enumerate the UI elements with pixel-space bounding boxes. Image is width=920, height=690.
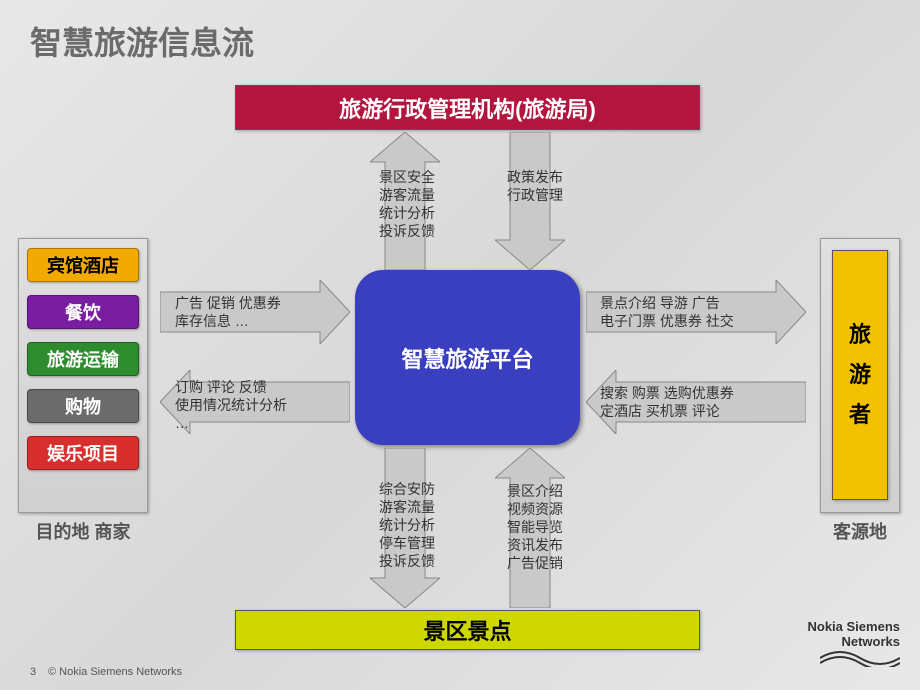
logo-line1: Nokia Siemens: [808, 619, 901, 634]
left-panel-label: 目的地 商家: [18, 518, 148, 544]
logo-wave-icon: [820, 649, 900, 667]
arrow-up-admin-label: 景区安全 游客流量 统计分析 投诉反馈: [352, 168, 462, 240]
category-entertainment: 娱乐项目: [27, 436, 139, 470]
logo-line2: Networks: [808, 634, 901, 649]
top-entity-label: 旅游行政管理机构(旅游局): [339, 92, 596, 124]
traveler-box: 旅 游 者: [832, 250, 888, 500]
page-title: 智慧旅游信息流: [30, 18, 254, 64]
nokia-siemens-logo: Nokia Siemens Networks: [808, 619, 901, 672]
category-transport: 旅游运输: [27, 342, 139, 376]
arrow-up-scenic-label: 景区介绍 视频资源 智能导览 资讯发布 广告促销: [485, 482, 585, 572]
bottom-entity-label: 景区景点: [423, 614, 511, 646]
footer-pagenum: 3: [30, 666, 36, 678]
center-label: 智慧旅游平台: [401, 342, 533, 374]
category-shopping: 购物: [27, 389, 139, 423]
arrow-left-in-label: 广告 促销 优惠券 库存信息 …: [175, 294, 335, 330]
category-dining: 餐饮: [27, 295, 139, 329]
arrow-right-out-label: 景点介绍 导游 广告 电子门票 优惠券 社交: [600, 294, 790, 330]
arrow-down-scenic-label: 综合安防 游客流量 统计分析 停车管理 投诉反馈: [352, 480, 462, 570]
footer-copyright: © Nokia Siemens Networks: [48, 666, 182, 678]
category-hotel: 宾馆酒店: [27, 248, 139, 282]
bottom-entity-box: 景区景点: [235, 610, 700, 650]
arrow-left-out-label: 订购 评论 反馈 使用情况统计分析 …: [175, 378, 345, 432]
center-platform: 智慧旅游平台: [355, 270, 580, 445]
arrow-right-in-label: 搜索 购票 选购优惠券 定酒店 买机票 评论: [600, 384, 800, 420]
top-entity-box: 旅游行政管理机构(旅游局): [235, 85, 700, 130]
arrow-down-admin-label: 政策发布 行政管理: [490, 168, 580, 204]
right-panel-label: 客源地: [820, 518, 900, 544]
